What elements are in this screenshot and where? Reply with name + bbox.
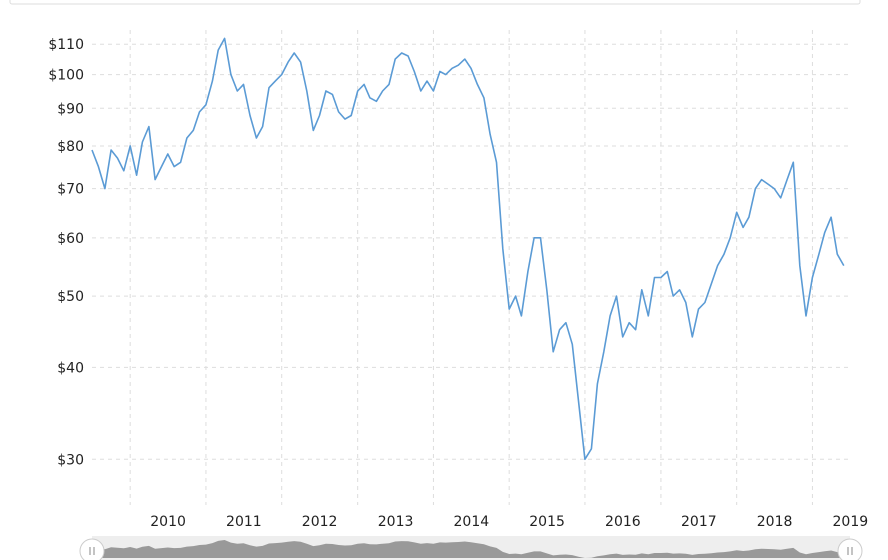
x-tick-label: 2017 bbox=[681, 514, 717, 530]
navigator-left-handle[interactable] bbox=[79, 538, 105, 560]
x-tick-label: 2016 bbox=[605, 514, 641, 530]
y-tick-label: $60 bbox=[57, 231, 84, 247]
x-tick-label: 2018 bbox=[757, 514, 793, 530]
range-selector-strip bbox=[9, 0, 861, 5]
y-tick-label: $90 bbox=[57, 101, 84, 117]
grid-horizontal bbox=[92, 43, 850, 460]
y-tick-label: $50 bbox=[57, 289, 84, 305]
navigator-right-handle[interactable] bbox=[837, 538, 863, 560]
x-tick-label: 2013 bbox=[378, 514, 414, 530]
x-tick-label: 2012 bbox=[302, 514, 338, 530]
y-tick-label: $110 bbox=[48, 37, 84, 53]
grid-vertical bbox=[129, 30, 813, 505]
y-tick-label: $40 bbox=[57, 360, 84, 376]
series-line bbox=[91, 37, 845, 461]
x-tick-label: 2019 bbox=[833, 514, 869, 530]
y-tick-label: $100 bbox=[48, 68, 84, 84]
y-axis-labels: $30 $40 $50 $60 $70 $80 $90 $100 $110 bbox=[48, 37, 84, 468]
y-tick-label: $70 bbox=[57, 182, 84, 198]
y-tick-label: $80 bbox=[57, 139, 84, 155]
x-axis-labels: 2010 2011 2012 2013 2014 2015 2016 2017 2018 2019 bbox=[150, 514, 868, 530]
x-tick-label: 2010 bbox=[150, 514, 186, 530]
navigator-area bbox=[92, 540, 844, 558]
x-tick-label: 2011 bbox=[226, 514, 262, 530]
y-tick-label: $30 bbox=[57, 452, 84, 468]
navigator[interactable] bbox=[79, 536, 863, 560]
x-tick-label: 2015 bbox=[529, 514, 565, 530]
x-tick-label: 2014 bbox=[454, 514, 490, 530]
